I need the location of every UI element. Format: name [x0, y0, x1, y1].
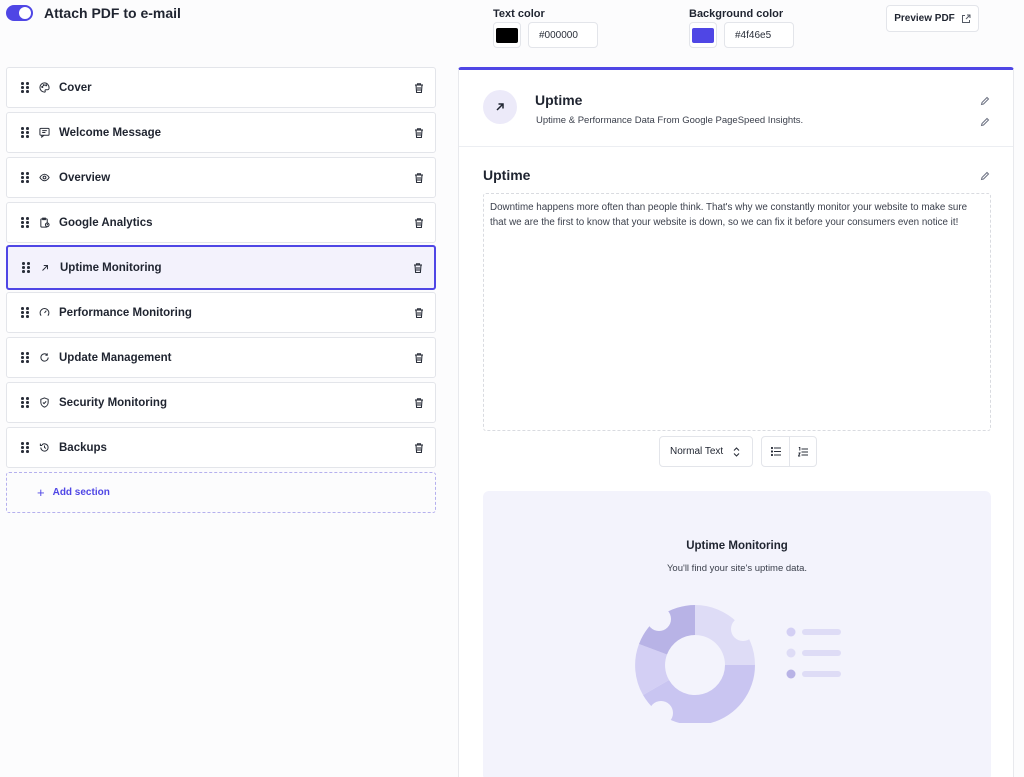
attach-pdf-label: Attach PDF to e-mail [44, 5, 181, 21]
text-style-value: Normal Text [670, 446, 724, 457]
section-icon-circle [483, 90, 517, 124]
trash-icon[interactable] [413, 307, 425, 319]
chevron-up-down-icon [733, 446, 740, 457]
drag-handle-icon[interactable] [21, 352, 29, 363]
drag-handle-icon[interactable] [21, 442, 29, 453]
pencil-icon[interactable] [980, 96, 990, 106]
trash-icon[interactable] [413, 397, 425, 409]
palette-icon [38, 82, 50, 94]
add-section-label: Add section [52, 487, 110, 498]
trash-icon[interactable] [413, 127, 425, 139]
panel-header: Uptime Uptime & Performance Data From Go… [459, 70, 1013, 147]
background-color-group: Background color [689, 8, 794, 48]
section-item-security-monitoring[interactable]: Security Monitoring [6, 382, 436, 423]
section-label: Performance Monitoring [59, 306, 192, 319]
text-color-swatch[interactable] [493, 22, 521, 48]
preview-pdf-button[interactable]: Preview PDF [886, 5, 979, 32]
numbered-list-icon [798, 446, 808, 456]
background-color-swatch[interactable] [689, 22, 717, 48]
body-text-editor[interactable]: Downtime happens more often than people … [483, 193, 991, 431]
trash-icon[interactable] [413, 352, 425, 364]
body-title: Uptime [483, 167, 531, 183]
section-label: Backups [59, 441, 107, 454]
background-color-label: Background color [689, 8, 784, 20]
section-label: Uptime Monitoring [60, 261, 162, 274]
gauge-icon [38, 307, 50, 319]
attach-pdf-toggle[interactable] [6, 5, 33, 21]
section-label: Google Analytics [59, 216, 153, 229]
panel-title: Uptime [535, 92, 583, 108]
section-item-welcome-message[interactable]: Welcome Message [6, 112, 436, 153]
trash-icon[interactable] [413, 172, 425, 184]
trash-icon[interactable] [412, 262, 424, 274]
drag-handle-icon[interactable] [21, 172, 29, 183]
section-list: Cover Welcome Message Overview Google An… [6, 67, 436, 513]
donut-chart-illustration [635, 605, 841, 723]
section-label: Cover [59, 81, 92, 94]
drag-handle-icon[interactable] [21, 82, 29, 93]
bullet-list-icon [770, 447, 781, 456]
list-format-group [761, 436, 817, 467]
section-editor-panel: Uptime Uptime & Performance Data From Go… [458, 67, 1014, 777]
background-color-input[interactable] [724, 22, 794, 48]
trash-icon[interactable] [413, 217, 425, 229]
trash-icon[interactable] [413, 442, 425, 454]
drag-handle-icon[interactable] [21, 127, 29, 138]
section-item-uptime-monitoring[interactable]: Uptime Monitoring [6, 245, 436, 290]
section-item-backups[interactable]: Backups [6, 427, 436, 468]
section-label: Welcome Message [59, 126, 162, 139]
trash-icon[interactable] [413, 82, 425, 94]
pencil-icon[interactable] [980, 117, 990, 127]
text-color-input[interactable] [528, 22, 598, 48]
text-style-select[interactable]: Normal Text [659, 436, 753, 467]
section-item-cover[interactable]: Cover [6, 67, 436, 108]
drag-handle-icon[interactable] [21, 397, 29, 408]
drag-handle-icon[interactable] [22, 262, 30, 273]
external-link-icon [961, 14, 971, 23]
preview-pdf-label: Preview PDF [894, 13, 955, 24]
numbered-list-button[interactable] [789, 437, 816, 466]
section-label: Overview [59, 171, 111, 184]
section-label: Security Monitoring [59, 396, 167, 409]
arrow-up-right-icon [39, 262, 51, 274]
plus-icon: + [37, 485, 45, 500]
section-item-performance-monitoring[interactable]: Performance Monitoring [6, 292, 436, 333]
drag-handle-icon[interactable] [21, 217, 29, 228]
clipboard-chart-icon [38, 217, 50, 229]
panel-subtitle: Uptime & Performance Data From Google Pa… [536, 115, 804, 126]
placeholder-subtitle: You'll find your site's uptime data. [666, 563, 808, 574]
pencil-icon[interactable] [980, 171, 990, 181]
section-item-update-management[interactable]: Update Management [6, 337, 436, 378]
uptime-placeholder-card: Uptime Monitoring You'll find your site'… [483, 491, 991, 777]
message-icon [38, 127, 50, 139]
section-item-google-analytics[interactable]: Google Analytics [6, 202, 436, 243]
refresh-icon [38, 352, 50, 364]
add-section-button[interactable]: + Add section [6, 472, 436, 513]
shield-icon [38, 397, 50, 409]
bullet-list-button[interactable] [762, 437, 789, 466]
drag-handle-icon[interactable] [21, 307, 29, 318]
placeholder-title: Uptime Monitoring [686, 540, 788, 552]
text-color-label: Text color [493, 8, 545, 20]
editor-toolbar: Normal Text [659, 436, 817, 467]
arrow-up-right-icon [496, 103, 504, 111]
text-color-group: Text color [493, 8, 598, 48]
history-icon [38, 442, 50, 454]
eye-icon [38, 172, 50, 184]
section-item-overview[interactable]: Overview [6, 157, 436, 198]
section-label: Update Management [59, 351, 172, 364]
